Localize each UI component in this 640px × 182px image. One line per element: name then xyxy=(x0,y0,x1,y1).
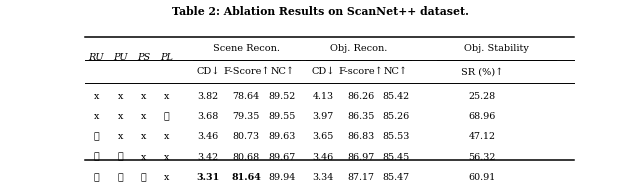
Text: Scene Recon.: Scene Recon. xyxy=(213,44,280,53)
Text: 85.26: 85.26 xyxy=(382,112,410,121)
Text: x: x xyxy=(141,132,146,141)
Text: 86.35: 86.35 xyxy=(348,112,375,121)
Text: 89.52: 89.52 xyxy=(269,92,296,101)
Text: 79.35: 79.35 xyxy=(232,112,260,121)
Text: PU: PU xyxy=(113,53,128,62)
Text: 81.64: 81.64 xyxy=(231,173,261,182)
Text: x: x xyxy=(93,112,99,121)
Text: ✓: ✓ xyxy=(164,112,170,121)
Text: Table 2: Ablation Results on ScanNet++ dataset.: Table 2: Ablation Results on ScanNet++ d… xyxy=(172,6,468,17)
Text: 3.46: 3.46 xyxy=(312,153,333,162)
Text: 3.31: 3.31 xyxy=(196,173,220,182)
Text: 3.97: 3.97 xyxy=(312,112,333,121)
Text: 89.63: 89.63 xyxy=(269,132,296,141)
Text: 68.96: 68.96 xyxy=(468,112,495,121)
Text: 80.73: 80.73 xyxy=(232,132,260,141)
Text: 3.82: 3.82 xyxy=(197,92,218,101)
Text: x: x xyxy=(164,92,170,101)
Text: x: x xyxy=(164,173,170,182)
Text: x: x xyxy=(93,92,99,101)
Text: 3.46: 3.46 xyxy=(197,132,219,141)
Text: 85.47: 85.47 xyxy=(382,173,410,182)
Text: RU: RU xyxy=(88,53,104,62)
Text: 78.64: 78.64 xyxy=(232,92,260,101)
Text: F-score↑: F-score↑ xyxy=(339,67,383,76)
Text: NC↑: NC↑ xyxy=(270,67,294,76)
Text: ✓: ✓ xyxy=(93,173,99,182)
Text: ✓: ✓ xyxy=(141,173,147,182)
Text: NC↑: NC↑ xyxy=(384,67,408,76)
Text: x: x xyxy=(164,132,170,141)
Text: x: x xyxy=(118,112,124,121)
Text: 3.34: 3.34 xyxy=(312,173,333,182)
Text: 89.94: 89.94 xyxy=(269,173,296,182)
Text: Obj. Stability: Obj. Stability xyxy=(464,44,529,53)
Text: 85.42: 85.42 xyxy=(382,92,410,101)
Text: x: x xyxy=(164,153,170,162)
Text: 25.28: 25.28 xyxy=(468,92,495,101)
Text: ✓: ✓ xyxy=(118,153,124,162)
Text: 80.68: 80.68 xyxy=(232,153,260,162)
Text: PL: PL xyxy=(160,53,173,62)
Text: F-Score↑: F-Score↑ xyxy=(223,67,269,76)
Text: 87.17: 87.17 xyxy=(348,173,375,182)
Text: 85.53: 85.53 xyxy=(382,132,410,141)
Text: ✓: ✓ xyxy=(93,153,99,162)
Text: 60.91: 60.91 xyxy=(468,173,495,182)
Text: ✓: ✓ xyxy=(118,173,124,182)
Text: 86.97: 86.97 xyxy=(348,153,375,162)
Text: 86.26: 86.26 xyxy=(348,92,375,101)
Text: 56.32: 56.32 xyxy=(468,153,495,162)
Text: Obj. Recon.: Obj. Recon. xyxy=(330,44,387,53)
Text: x: x xyxy=(118,92,124,101)
Text: PS: PS xyxy=(137,53,150,62)
Text: 89.67: 89.67 xyxy=(269,153,296,162)
Text: ✓: ✓ xyxy=(93,132,99,141)
Text: x: x xyxy=(141,112,146,121)
Text: x: x xyxy=(118,132,124,141)
Text: SR (%)↑: SR (%)↑ xyxy=(461,67,503,76)
Text: x: x xyxy=(141,153,146,162)
Text: 4.13: 4.13 xyxy=(312,92,333,101)
Text: 47.12: 47.12 xyxy=(468,132,495,141)
Text: 3.65: 3.65 xyxy=(312,132,333,141)
Text: x: x xyxy=(141,92,146,101)
Text: CD↓: CD↓ xyxy=(196,67,220,76)
Text: CD↓: CD↓ xyxy=(311,67,335,76)
Text: 85.45: 85.45 xyxy=(382,153,410,162)
Text: 3.68: 3.68 xyxy=(197,112,219,121)
Text: 86.83: 86.83 xyxy=(348,132,375,141)
Text: 89.55: 89.55 xyxy=(269,112,296,121)
Text: 3.42: 3.42 xyxy=(197,153,218,162)
